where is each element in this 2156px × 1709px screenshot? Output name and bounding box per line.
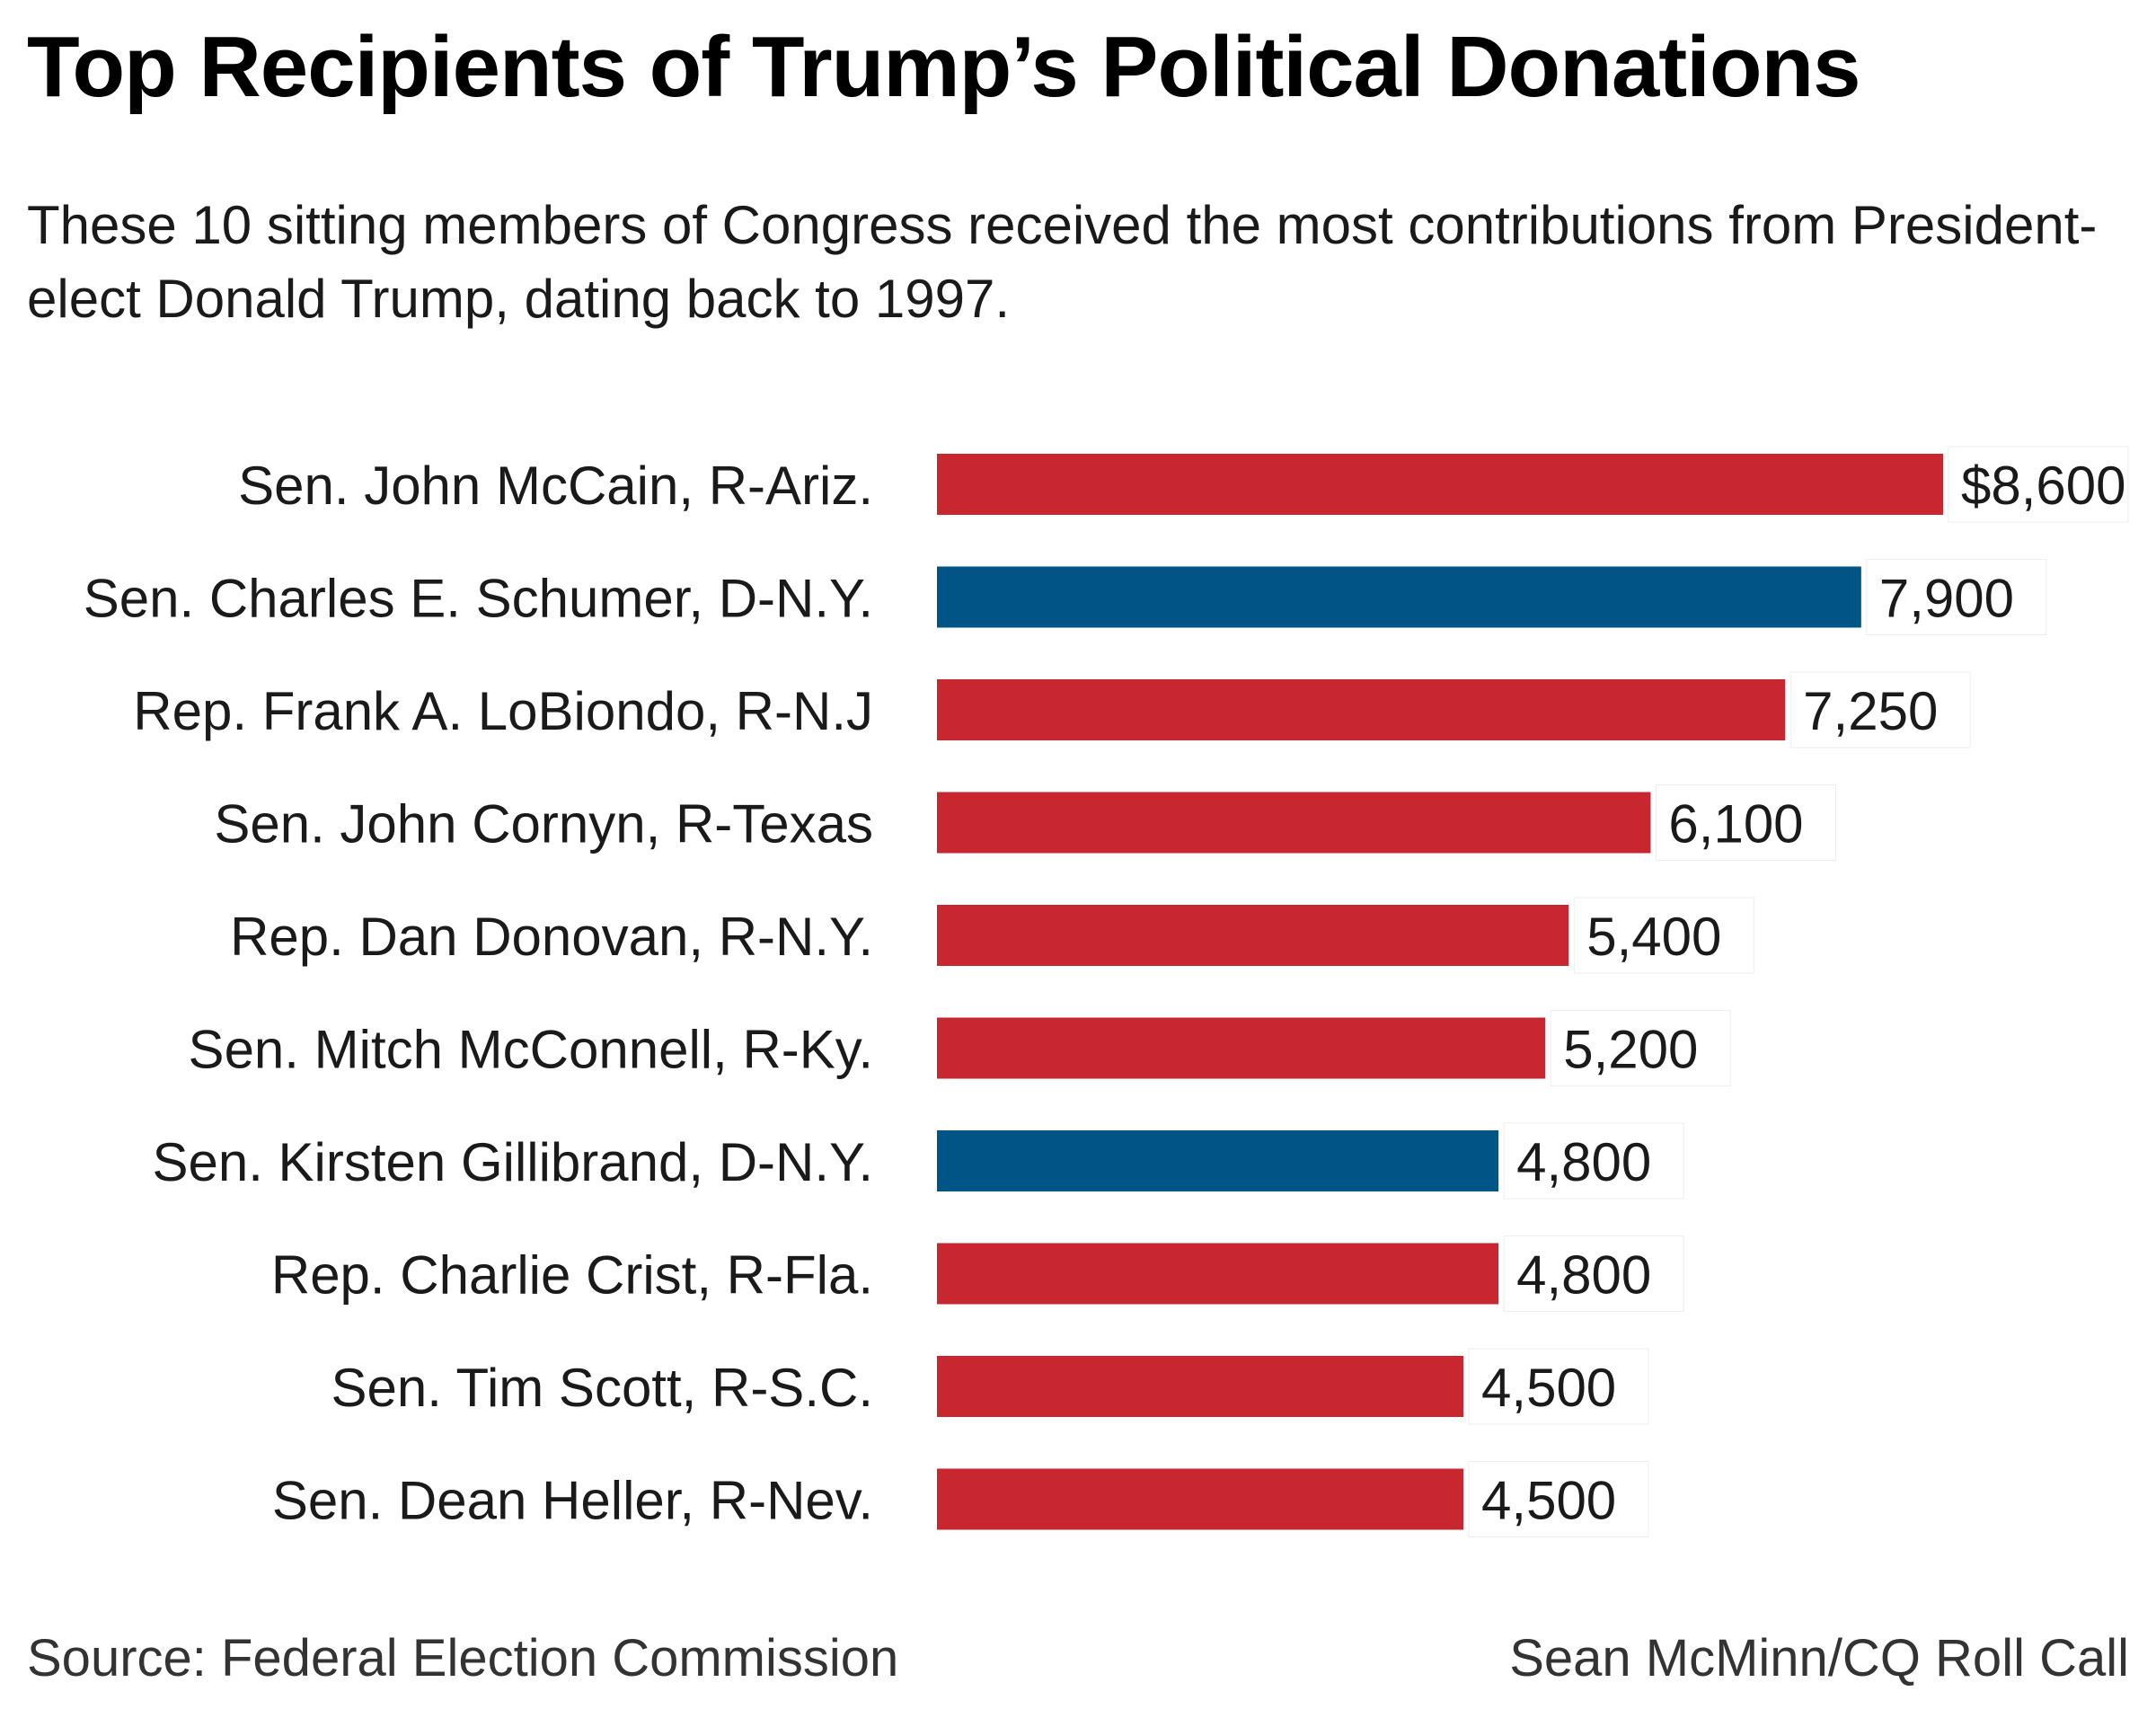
- value-label: 7,900: [1879, 569, 2014, 629]
- category-label: Rep. Charlie Crist, R-Fla.: [271, 1245, 873, 1306]
- value-label: 4,800: [1516, 1245, 1651, 1306]
- bar: [937, 1243, 1499, 1305]
- value-label-box: [1948, 446, 2129, 523]
- bar: [937, 566, 1861, 628]
- chart-title: Top Recipients of Trump’s Political Dona…: [27, 19, 1861, 115]
- byline-credit: Sean McMinn/CQ Roll Call: [1509, 1629, 2129, 1687]
- bar-chart: Sen. John McCain, R-Ariz. $8,600 Sen. Char…: [84, 446, 2129, 1537]
- category-label: Sen. Mitch McConnell, R-Ky.: [189, 1020, 873, 1080]
- value-label-box: [1468, 1461, 1649, 1537]
- category-label: Rep. Frank A. LoBiondo, R-N.J: [133, 681, 873, 741]
- category-label: Rep. Dan Donovan, R-N.Y.: [230, 907, 873, 967]
- category-label: Sen. John McCain, R-Ariz.: [238, 456, 873, 516]
- bar: [937, 905, 1569, 966]
- value-label: $8,600: [1961, 456, 2126, 516]
- category-label: Sen. Tim Scott, R-S.C.: [331, 1358, 874, 1418]
- value-label-box: [1503, 1122, 1684, 1200]
- value-label: 5,200: [1563, 1020, 1698, 1080]
- source-note: Source: Federal Election Commission: [27, 1629, 899, 1687]
- value-label-box: [1655, 784, 1836, 861]
- bar: [937, 1130, 1499, 1191]
- value-label: 4,500: [1481, 1358, 1616, 1418]
- value-label-box: [1550, 1010, 1731, 1086]
- value-label: 5,400: [1586, 907, 1721, 967]
- value-label: 7,250: [1803, 681, 1938, 741]
- value-label-box: [1866, 559, 2047, 635]
- category-label: Sen. John Cornyn, R-Texas: [214, 794, 873, 854]
- bar: [937, 679, 1786, 740]
- value-label: 4,800: [1516, 1132, 1651, 1192]
- bar: [937, 454, 1943, 515]
- category-label: Sen. Kirsten Gillibrand, D-N.Y.: [152, 1132, 873, 1192]
- bar: [937, 1017, 1546, 1079]
- value-label-box: [1573, 897, 1754, 974]
- category-label: Sen. Dean Heller, R-Nev.: [272, 1471, 873, 1531]
- bar: [937, 1468, 1464, 1530]
- value-label-box: [1789, 671, 1971, 748]
- value-label-box: [1468, 1348, 1649, 1425]
- chart-subtitle: These 10 sitting members of Congress rec…: [27, 195, 2098, 329]
- category-label: Sen. Charles E. Schumer, D-N.Y.: [84, 569, 873, 629]
- bar: [937, 792, 1651, 854]
- value-label: 6,100: [1668, 794, 1803, 854]
- value-label-box: [1503, 1235, 1684, 1312]
- bar: [937, 1356, 1464, 1417]
- value-label: 4,500: [1481, 1471, 1616, 1531]
